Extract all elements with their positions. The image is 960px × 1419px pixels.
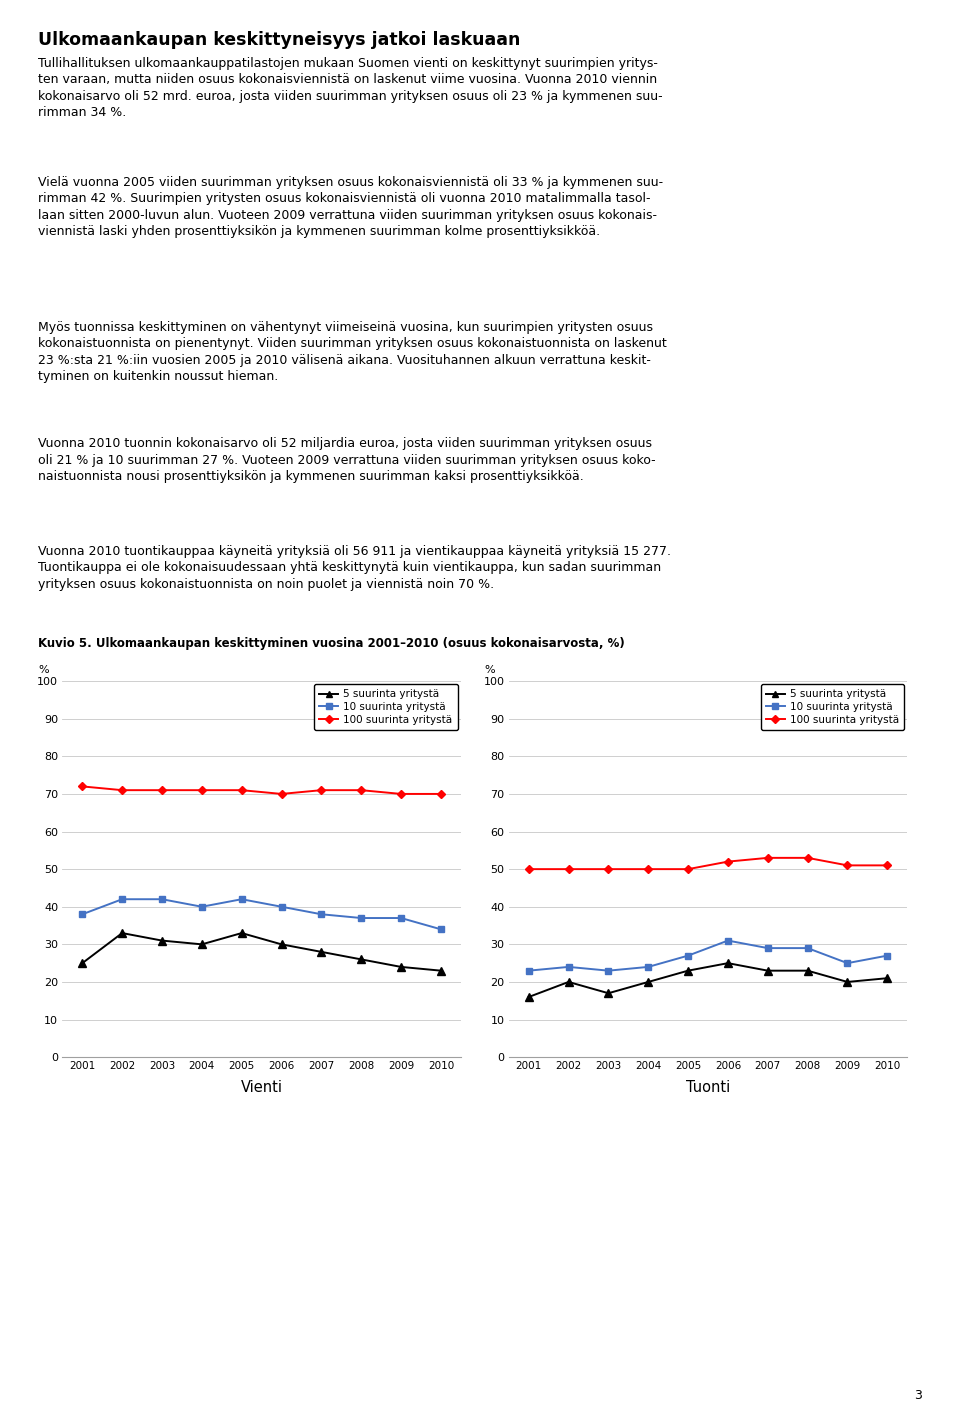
Text: Ulkomaankaupan keskittyneisyys jatkoi laskuaan: Ulkomaankaupan keskittyneisyys jatkoi la… — [38, 31, 520, 50]
Text: Tullihallituksen ulkomaankauppatilastojen mukaan Suomen vienti on keskittynyt su: Tullihallituksen ulkomaankauppatilastoje… — [38, 57, 663, 119]
Text: Vuonna 2010 tuontikauppaa käyneitä yrityksiä oli 56 911 ja vientikauppaa käyneit: Vuonna 2010 tuontikauppaa käyneitä yrity… — [38, 545, 671, 590]
Legend: 5 suurinta yritystä, 10 suurinta yritystä, 100 suurinta yritystä: 5 suurinta yritystä, 10 suurinta yrityst… — [314, 684, 458, 729]
Legend: 5 suurinta yritystä, 10 suurinta yritystä, 100 suurinta yritystä: 5 suurinta yritystä, 10 suurinta yrityst… — [760, 684, 904, 729]
Text: %: % — [38, 666, 49, 675]
Text: %: % — [485, 666, 495, 675]
Text: Kuvio 5. Ulkomaankaupan keskittyminen vuosina 2001–2010 (osuus kokonaisarvosta, : Kuvio 5. Ulkomaankaupan keskittyminen vu… — [38, 637, 625, 650]
Text: Vuonna 2010 tuonnin kokonaisarvo oli 52 miljardia euroa, josta viiden suurimman : Vuonna 2010 tuonnin kokonaisarvo oli 52 … — [38, 437, 656, 482]
X-axis label: Vienti: Vienti — [241, 1080, 282, 1094]
Text: Myös tuonnissa keskittyminen on vähentynyt viimeiseinä vuosina, kun suurimpien y: Myös tuonnissa keskittyminen on vähentyn… — [38, 321, 667, 383]
Text: 3: 3 — [914, 1389, 922, 1402]
X-axis label: Tuonti: Tuonti — [685, 1080, 731, 1094]
Text: Vielä vuonna 2005 viiden suurimman yrityksen osuus kokonaisviennistä oli 33 % ja: Vielä vuonna 2005 viiden suurimman yrity… — [38, 176, 663, 238]
